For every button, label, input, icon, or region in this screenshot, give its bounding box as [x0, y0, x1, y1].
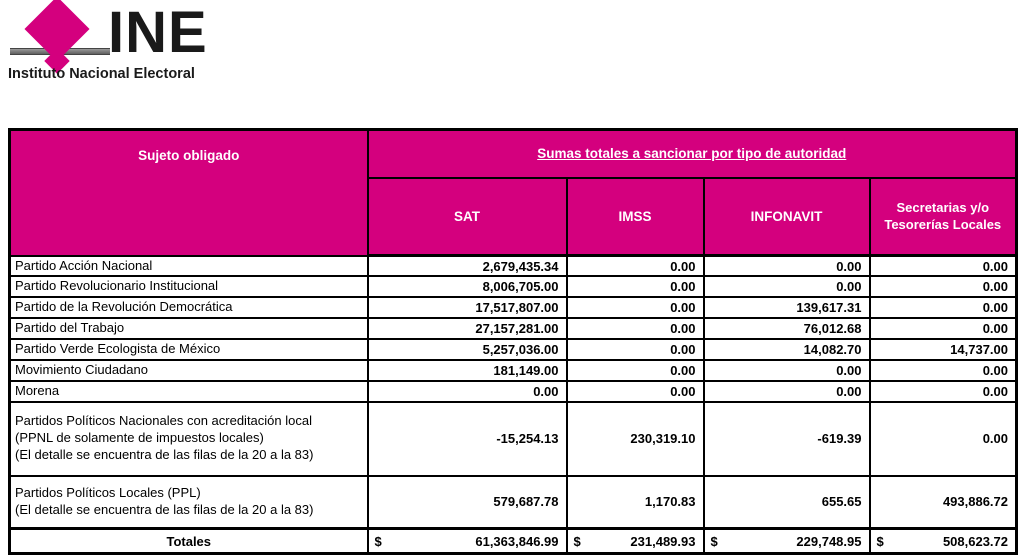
row-label: Partido de la Revolución Democrática: [8, 296, 369, 320]
cell-value: 230,319.10: [565, 400, 705, 477]
ballot-box-icon: [10, 0, 110, 74]
col-header-sujeto-obligado: Sujeto obligado: [8, 128, 369, 257]
cell-value: 0.00: [565, 296, 705, 320]
totals-row: Totales $ 61,363,846.99 $ 231,489.93 $: [8, 527, 1018, 555]
column-header-row: SAT IMSS INFONAVIT Secretarias y/o Tesor…: [10, 176, 1018, 257]
cell-value: 0.00: [868, 358, 1018, 382]
cell-value: 0.00: [565, 379, 705, 403]
cell-value: 8,006,705.00: [366, 275, 568, 299]
table-row-prd: Partido de la Revolución Democrática 17,…: [8, 296, 1018, 320]
cell-value: 493,886.72: [868, 474, 1018, 530]
row-label: Partido Verde Ecologista de México: [8, 338, 369, 361]
table-row-pt: Partido del Trabajo 27,157,281.00 0.00 7…: [8, 317, 1018, 341]
cell-value: 0.00: [565, 275, 705, 299]
cell-value: 0.00: [868, 317, 1018, 341]
col-header-secretarias: Secretarias y/o Tesorerías Locales: [868, 176, 1018, 257]
totals-cell: $ 229,748.95: [702, 527, 871, 555]
row-label: Morena: [8, 379, 369, 403]
cell-value: 2,679,435.34: [366, 254, 568, 278]
cell-value: 17,517,807.00: [366, 296, 568, 320]
table-row-mc: Movimiento Ciudadano 181,149.00 0.00 0.0…: [8, 358, 1018, 382]
currency-symbol: $: [374, 533, 382, 549]
cell-value: 0.00: [868, 400, 1018, 477]
cell-value: 0.00: [565, 254, 705, 278]
totals-value: 61,363,846.99: [475, 533, 559, 549]
col-header-sat: SAT: [366, 176, 568, 257]
brand-name: INE: [108, 0, 208, 65]
totals-label: Totales: [8, 527, 369, 555]
cell-value: 0.00: [702, 275, 871, 299]
totals-value: 231,489.93: [630, 533, 696, 549]
brand-subtitle: Instituto Nacional Electoral: [8, 66, 195, 82]
totals-value: 508,623.72: [942, 533, 1009, 549]
cell-value: -619.39: [702, 400, 871, 477]
cell-value: 5,257,036.00: [366, 338, 568, 361]
cell-value: 655.65: [702, 474, 871, 530]
table-row-pvem: Partido Verde Ecologista de México 5,257…: [8, 338, 1018, 361]
cell-value: 27,157,281.00: [366, 317, 568, 341]
cell-value: 181,149.00: [366, 358, 568, 382]
table-row-pan: Partido Acción Nacional 2,679,435.34 0.0…: [8, 254, 1018, 278]
table-row-pri: Partido Revolucionario Institucional 8,0…: [8, 275, 1018, 299]
cell-value: 0.00: [702, 254, 871, 278]
totals-value: 229,748.95: [796, 533, 862, 549]
cell-value: -15,254.13: [366, 400, 568, 477]
cell-value: 0.00: [868, 275, 1018, 299]
row-label: Partido Revolucionario Institucional: [8, 275, 369, 299]
group-header-sumas-totales: Sumas totales a sancionar por tipo de au…: [366, 128, 1018, 179]
col-header-imss: IMSS: [565, 176, 705, 257]
currency-symbol: $: [573, 533, 581, 549]
cell-value: 1,170.83: [565, 474, 705, 530]
cell-value: 0.00: [366, 379, 568, 403]
totals-cell: $ 61,363,846.99: [366, 527, 568, 555]
row-label: Partido del Trabajo: [8, 317, 369, 341]
currency-symbol: $: [876, 533, 884, 549]
col-header-infonavit: INFONAVIT: [702, 176, 871, 257]
ine-logo: INE Instituto Nacional Electoral: [8, 0, 308, 92]
cell-value: 139,617.31: [702, 296, 871, 320]
cell-value: 0.00: [868, 379, 1018, 403]
row-label: Partido Acción Nacional: [8, 254, 369, 278]
table-row-ppnl: Partidos Políticos Nacionales con acredi…: [8, 400, 1018, 477]
row-label: Partidos Políticos Locales (PPL) (El det…: [8, 474, 369, 530]
cell-value: 0.00: [565, 358, 705, 382]
totals-cell: $ 231,489.93: [565, 527, 705, 555]
table-row-ppl: Partidos Políticos Locales (PPL) (El det…: [8, 474, 1018, 530]
row-label: Movimiento Ciudadano: [8, 358, 369, 382]
group-header-row: Sujeto obligado Sumas totales a sanciona…: [8, 128, 1018, 257]
cell-value: 0.00: [565, 317, 705, 341]
cell-value: 0.00: [565, 338, 705, 361]
cell-value: 14,737.00: [868, 338, 1018, 361]
row-label: Partidos Políticos Nacionales con acredi…: [8, 400, 369, 477]
totals-cell: $ 508,623.72: [868, 527, 1018, 555]
cell-value: 0.00: [868, 254, 1018, 278]
sanctions-table: Sujeto obligado Sumas totales a sanciona…: [8, 128, 1019, 556]
cell-value: 0.00: [702, 358, 871, 382]
cell-value: 14,082.70: [702, 338, 871, 361]
currency-symbol: $: [710, 533, 718, 549]
cell-value: 0.00: [702, 379, 871, 403]
table-row-morena: Morena 0.00 0.00 0.00 0.00: [8, 379, 1018, 403]
cell-value: 579,687.78: [366, 474, 568, 530]
cell-value: 0.00: [868, 296, 1018, 320]
cell-value: 76,012.68: [702, 317, 871, 341]
